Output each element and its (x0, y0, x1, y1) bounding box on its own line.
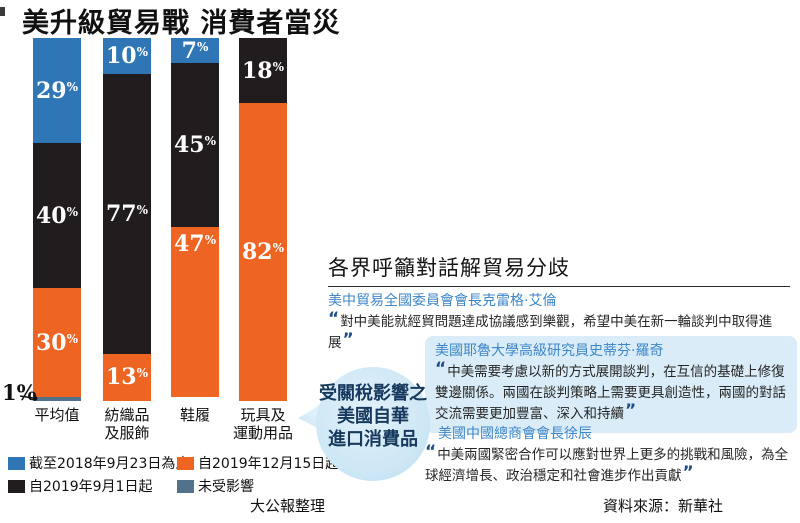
segment-value-label: 29% (35, 77, 79, 104)
bar-segment: 7% (171, 37, 219, 64)
category-label: 平均值 (34, 406, 80, 424)
legend-label: 自2019年9月1日起 (29, 479, 153, 495)
legend-swatch (177, 479, 194, 493)
open-quote-icon: “ (425, 442, 437, 462)
legend-label: 自2019年12月15日起 (198, 456, 340, 472)
quotes-panel-title: 各界呼籲對話解貿易分歧 (328, 256, 570, 280)
segment-value-label: 10% (105, 43, 149, 70)
legend-item: 未受影響 (177, 476, 254, 496)
speaker-name: 美中貿易全國委員會會長克雷格·艾倫 (328, 293, 557, 309)
quote-block-xu-chen: 美國中國總商會會長徐辰 “中美兩國緊密合作可以應對世界上更多的挑戰和風險，為全球… (425, 425, 795, 487)
legend-swatch (8, 479, 25, 493)
quote-text: “對中美能就經貿問題達成協議感到樂觀，希望中美在新一輪談判中取得進展” (328, 309, 773, 352)
quote-block-craig-allen: 美中貿易全國委員會會長克雷格·艾倫 “對中美能就經貿問題達成協議感到樂觀，希望中… (328, 292, 796, 354)
source-credit: 資料來源：新華社 (603, 497, 724, 515)
bar-segment: 45% (171, 63, 219, 227)
bar-segment: 47% (171, 226, 219, 398)
segment-value-label: 82% (241, 239, 285, 266)
quote-text: “中美需要考慮以新的方式展開談判，在互信的基礎上修復雙邊關係。兩國在談判策略上需… (435, 359, 786, 423)
category-label: 鞋履 (179, 406, 210, 424)
chart-title: 美升級貿易戰 消費者當災 (22, 8, 341, 39)
bar-平均值: 29% 40% 30% (33, 38, 81, 401)
annotation-arrow-icon (20, 395, 38, 401)
close-quote-icon: ” (625, 401, 637, 421)
legend-label: 截至2018年9月23日為止 (29, 456, 190, 472)
legend-label: 未受影響 (198, 479, 254, 495)
compiled-by-credit: 大公報整理 (250, 497, 326, 515)
quote-block-stephen-roach: 美國耶魯大學高級研究員史蒂芬·羅奇 “中美需要考慮以新的方式展開談判，在互信的基… (425, 336, 797, 433)
segment-value-label: 40% (35, 202, 79, 229)
segment-value-label: 30% (35, 329, 79, 356)
bar-玩具及運動用品: 18% 82% (239, 38, 287, 401)
page-corner-mark (0, 7, 5, 16)
speaker-name: 美國耶魯大學高級研究員史蒂芬·羅奇 (435, 343, 664, 359)
bar-segment: 18% (239, 38, 287, 104)
category-label: 紡織品 及服飾 (104, 406, 150, 442)
bar-segment: 82% (239, 103, 287, 401)
legend-swatch (177, 456, 194, 470)
bar-segment: 29% (33, 38, 81, 144)
legend-swatch (8, 456, 25, 470)
speaker-name: 美國中國總商會會長徐辰 (438, 426, 592, 442)
bar-segment: 30% (33, 288, 81, 398)
bar-segment: 77% (103, 74, 151, 354)
open-quote-icon: “ (435, 359, 447, 379)
segment-value-label: 45% (173, 132, 217, 159)
close-quote-icon: ” (682, 463, 694, 483)
bar-chart: 29% 40% 30% 平均值 10% 77% 13% 紡織品 及服飾 7% 45% 47% 鞋履 18%… (0, 0, 330, 523)
bar-segment: 40% (33, 143, 81, 289)
speech-bubble-label: 受關稅影響之 美國自華 進口消費品 (319, 383, 427, 450)
segment-value-label: 7% (181, 37, 209, 64)
segment-value-label: 18% (241, 57, 285, 84)
quote-text: “中美兩國緊密合作可以應對世界上更多的挑戰和風險，為全球經濟增長、政治穩定和社會… (425, 442, 789, 485)
legend-item: 自2019年12月15日起 (177, 453, 339, 473)
speech-bubble-icon (298, 367, 430, 481)
panel-divider (328, 286, 790, 287)
segment-value-label: 47% (173, 230, 217, 257)
segment-value-label: 77% (105, 201, 149, 228)
bar-segment: 10% (103, 38, 151, 75)
legend-item: 截至2018年9月23日為止 (8, 453, 189, 473)
legend-item: 自2019年9月1日起 (8, 476, 152, 496)
segment-value-label: 13% (105, 364, 149, 391)
open-quote-icon: “ (328, 309, 340, 329)
close-quote-icon: ” (342, 330, 354, 350)
bar-segment (33, 397, 81, 401)
bar-segment: 13% (103, 353, 151, 401)
bar-紡織品及服飾: 10% 77% 13% (103, 38, 151, 401)
bar-鞋履: 7% 45% 47% (171, 38, 219, 401)
category-label: 玩具及 運動用品 (232, 406, 293, 442)
